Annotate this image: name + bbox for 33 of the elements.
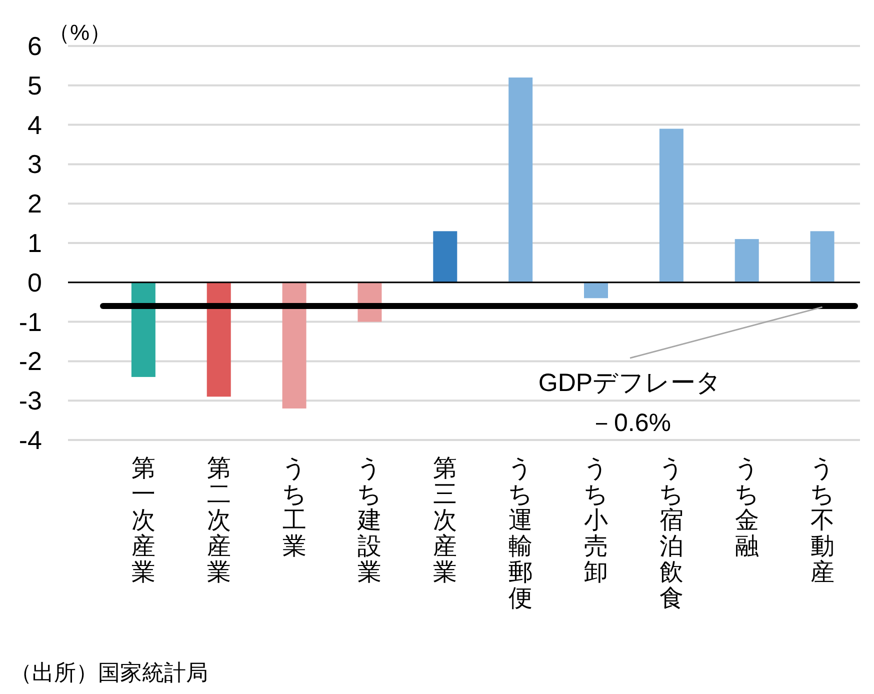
text: （出所）国家統計局	[10, 660, 208, 685]
y-tick-label: 4	[28, 110, 42, 140]
x-tick-label: うち運輸郵便	[508, 455, 534, 612]
x-tick-label: うち建設業	[356, 455, 382, 586]
y-tick-label: 0	[28, 267, 42, 298]
bar	[734, 239, 759, 282]
y-tick-label: 5	[28, 70, 42, 100]
y-tick-label: 2	[28, 188, 42, 219]
x-tick-label: 第三次産業	[433, 455, 458, 586]
x-tick-label: うち小売卸	[584, 455, 608, 586]
y-tick-label: -2	[18, 346, 42, 376]
bar	[508, 78, 533, 282]
y-tick-label: -1	[18, 306, 42, 337]
bar	[659, 128, 684, 282]
x-tick-label: うち不動産	[810, 455, 835, 586]
y-tick-label: -4	[18, 425, 42, 455]
bar	[584, 282, 608, 298]
x-tick-label: 第一次産業	[131, 455, 156, 586]
bar	[433, 231, 458, 282]
y-axis-title: （%）	[48, 20, 112, 45]
y-tick-label: -3	[18, 386, 42, 416]
y-tick-label: 1	[28, 228, 42, 258]
ref-line-label: GDPデフレータ－0.6%	[538, 369, 722, 438]
y-tick-label: 3	[28, 149, 42, 180]
y-tick-label: 6	[28, 31, 42, 61]
x-tick-label: うち金融	[734, 455, 760, 560]
x-tick-label: 第二次産業	[206, 455, 231, 586]
bar	[131, 282, 156, 377]
bar	[282, 282, 306, 408]
bar	[206, 282, 231, 397]
x-tick-label: うち工業	[282, 455, 307, 560]
bar	[810, 231, 834, 282]
x-tick-label: うち宿泊飲食	[658, 455, 684, 612]
